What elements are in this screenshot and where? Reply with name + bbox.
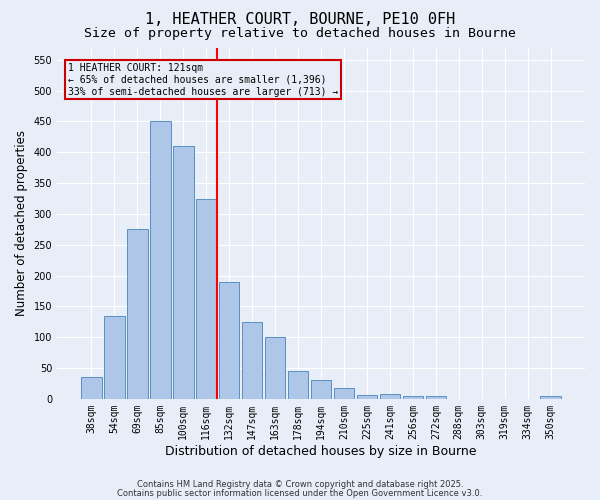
Bar [288, 371, 308, 399]
Bar [127, 230, 148, 399]
X-axis label: Distribution of detached houses by size in Bourne: Distribution of detached houses by size … [165, 444, 477, 458]
Text: 1, HEATHER COURT, BOURNE, PE10 0FH: 1, HEATHER COURT, BOURNE, PE10 0FH [145, 12, 455, 28]
Text: 1 HEATHER COURT: 121sqm
← 65% of detached houses are smaller (1,396)
33% of semi: 1 HEATHER COURT: 121sqm ← 65% of detache… [68, 64, 338, 96]
Bar [380, 394, 400, 399]
Text: Contains public sector information licensed under the Open Government Licence v3: Contains public sector information licen… [118, 489, 482, 498]
Bar [104, 316, 125, 399]
Bar [311, 380, 331, 399]
Bar [541, 396, 561, 399]
Bar [173, 146, 194, 399]
Bar [265, 337, 286, 399]
Bar [196, 198, 217, 399]
Bar [242, 322, 262, 399]
Bar [425, 396, 446, 399]
Bar [334, 388, 355, 399]
Y-axis label: Number of detached properties: Number of detached properties [15, 130, 28, 316]
Bar [403, 396, 423, 399]
Bar [219, 282, 239, 399]
Text: Contains HM Land Registry data © Crown copyright and database right 2025.: Contains HM Land Registry data © Crown c… [137, 480, 463, 489]
Text: Size of property relative to detached houses in Bourne: Size of property relative to detached ho… [84, 28, 516, 40]
Bar [356, 394, 377, 399]
Bar [150, 122, 170, 399]
Bar [81, 378, 102, 399]
